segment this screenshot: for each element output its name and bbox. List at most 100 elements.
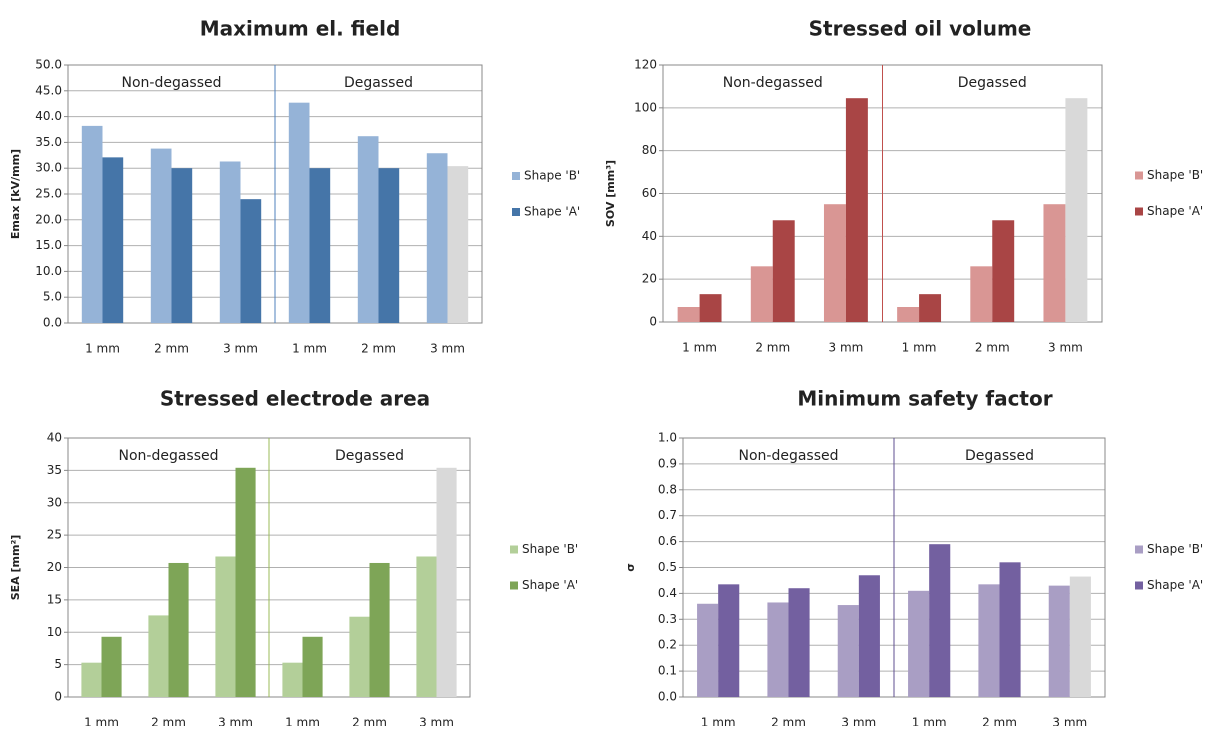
- y-tick-label: 0.3: [658, 612, 677, 626]
- bar: [81, 125, 103, 323]
- bar: [81, 662, 102, 697]
- y-tick-label: 0.8: [658, 482, 677, 496]
- y-tick-label: 25.0: [35, 187, 62, 201]
- bar: [978, 584, 1000, 697]
- bar: [718, 584, 740, 697]
- y-tick-label: 0.6: [658, 534, 677, 548]
- bar: [150, 148, 172, 323]
- y-tick-label: 120: [634, 58, 657, 72]
- x-tick-label: 2 mm: [352, 716, 387, 727]
- bar: [677, 307, 700, 322]
- bar: [219, 161, 241, 323]
- y-tick-label: 10.0: [35, 264, 62, 278]
- bar: [897, 307, 920, 322]
- y-tick-label: 5.0: [43, 290, 62, 304]
- y-tick-label: 1.0: [658, 431, 677, 445]
- bar: [919, 294, 942, 322]
- bar: [1065, 98, 1088, 322]
- legend-label: Shape 'A': [1147, 578, 1203, 592]
- x-tick-label: 1 mm: [84, 716, 119, 727]
- x-tick-label: 1 mm: [85, 342, 120, 356]
- bar: [699, 294, 722, 322]
- group-label: Degassed: [958, 75, 1027, 91]
- bar: [772, 220, 795, 322]
- y-tick-label: 0.7: [658, 508, 677, 522]
- x-tick-label: 3 mm: [829, 341, 864, 355]
- legend-label: Shape 'A': [522, 578, 578, 592]
- x-tick-label: 1 mm: [902, 341, 937, 355]
- group-label: Non-degassed: [121, 75, 221, 91]
- y-tick-label: 40: [47, 431, 62, 445]
- y-tick-label: 60: [642, 186, 657, 200]
- y-tick-label: 15.0: [35, 238, 62, 252]
- x-tick-label: 2 mm: [361, 342, 396, 356]
- bar: [999, 562, 1021, 697]
- bar: [426, 153, 448, 323]
- legend-label: Shape 'B': [524, 169, 580, 183]
- bar: [436, 467, 457, 697]
- bar: [823, 204, 846, 322]
- y-tick-label: 40.0: [35, 109, 62, 123]
- group-label: Degassed: [965, 448, 1034, 464]
- group-label: Degassed: [335, 448, 404, 464]
- x-tick-label: 1 mm: [912, 716, 947, 727]
- y-axis-label: σ: [624, 563, 637, 572]
- bar: [845, 98, 868, 322]
- y-tick-label: 0.4: [658, 586, 677, 600]
- y-tick-label: 0.0: [43, 316, 62, 330]
- bar: [168, 562, 189, 697]
- x-tick-label: 2 mm: [771, 716, 806, 727]
- bar: [101, 636, 122, 697]
- legend-label: Shape 'B': [1147, 168, 1203, 182]
- bar: [970, 266, 993, 322]
- chart-title: Minimum safety factor: [797, 387, 1052, 411]
- legend-label: Shape 'A': [1147, 204, 1203, 218]
- bar: [240, 199, 262, 323]
- bar: [215, 556, 236, 697]
- y-tick-label: 0: [649, 315, 657, 329]
- bar: [171, 168, 193, 323]
- x-tick-label: 3 mm: [419, 716, 454, 727]
- y-tick-label: 0.5: [658, 560, 677, 574]
- y-tick-label: 0: [54, 690, 62, 704]
- bar: [767, 602, 789, 697]
- y-axis-label: SOV [mm³]: [604, 160, 617, 227]
- y-axis-label: Emax [kV/mm]: [9, 149, 22, 239]
- bar: [858, 575, 880, 697]
- y-tick-label: 100: [634, 100, 657, 114]
- bar: [282, 662, 303, 697]
- x-tick-label: 2 mm: [154, 342, 189, 356]
- bar: [908, 590, 930, 697]
- y-axis-label: SEA [mm²]: [9, 535, 22, 601]
- chart-title: Stressed electrode area: [160, 387, 430, 411]
- bar: [148, 615, 169, 697]
- x-tick-label: 2 mm: [151, 716, 186, 727]
- x-tick-label: 3 mm: [1048, 341, 1083, 355]
- group-label: Degassed: [344, 75, 413, 91]
- y-tick-label: 30.0: [35, 161, 62, 175]
- group-label: Non-degassed: [118, 448, 218, 464]
- y-tick-label: 20: [47, 560, 62, 574]
- legend-swatch: [510, 545, 518, 554]
- x-tick-label: 1 mm: [285, 716, 320, 727]
- y-tick-label: 5: [54, 657, 62, 671]
- x-tick-label: 2 mm: [982, 716, 1017, 727]
- legend-label: Shape 'B': [1147, 542, 1203, 556]
- y-tick-label: 0.0: [658, 690, 677, 704]
- x-tick-label: 2 mm: [975, 341, 1010, 355]
- bar: [788, 588, 810, 697]
- bar: [697, 603, 719, 697]
- x-tick-label: 3 mm: [430, 342, 465, 356]
- y-tick-label: 10: [47, 625, 62, 639]
- bar: [1043, 204, 1066, 322]
- x-tick-label: 3 mm: [218, 716, 253, 727]
- bar: [235, 467, 256, 697]
- legend-swatch: [1135, 545, 1143, 554]
- y-tick-label: 50.0: [35, 58, 62, 72]
- legend-label: Shape 'A': [524, 205, 580, 219]
- legend-label: Shape 'B': [522, 542, 578, 556]
- x-tick-label: 1 mm: [701, 716, 736, 727]
- bar: [357, 136, 379, 323]
- x-tick-label: 1 mm: [682, 341, 717, 355]
- chart-title: Stressed oil volume: [809, 17, 1032, 41]
